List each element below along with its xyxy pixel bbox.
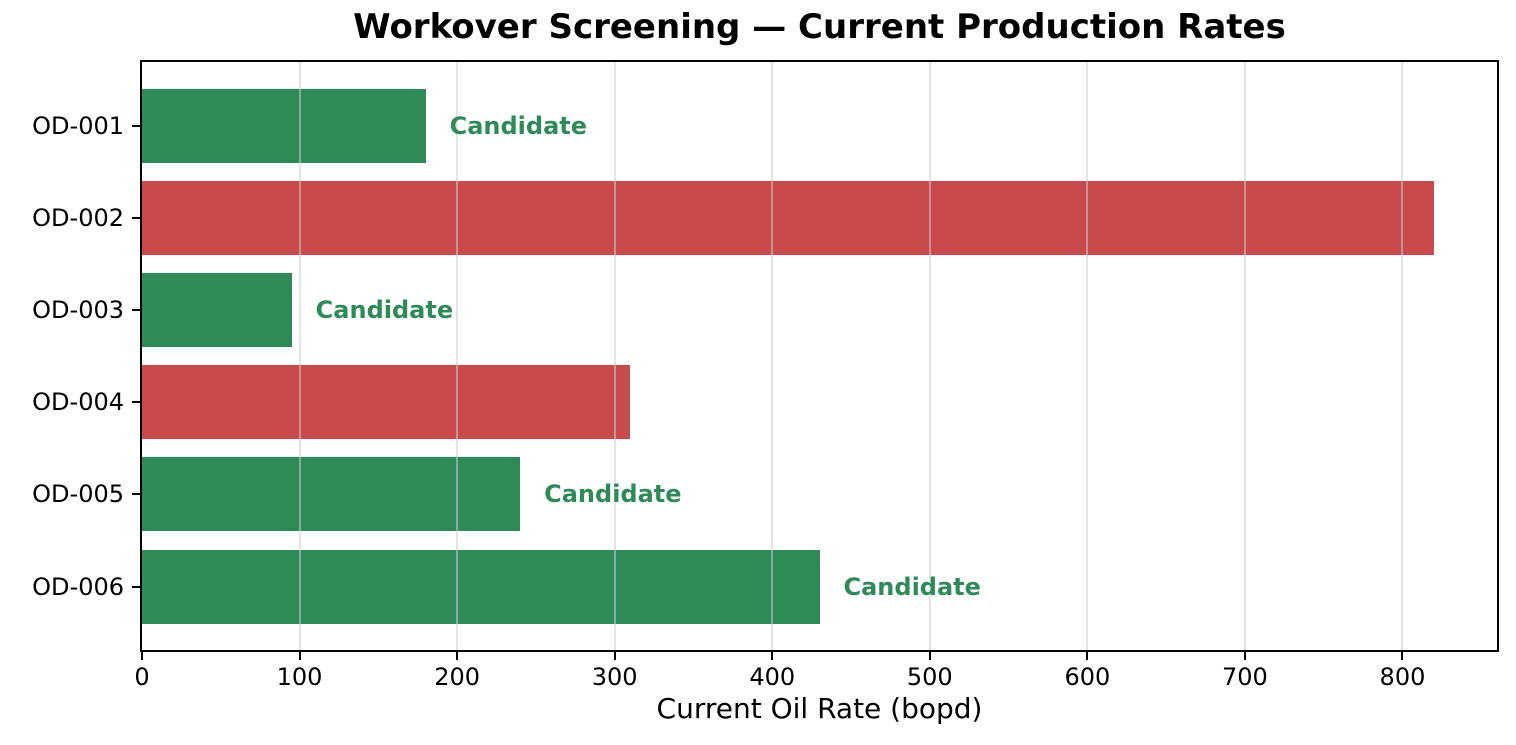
x-tick-label-0: 0 bbox=[134, 663, 150, 691]
gridline bbox=[928, 62, 931, 650]
y-tick-label-od-006: OD-006 bbox=[32, 572, 124, 601]
bar-od-003 bbox=[142, 273, 292, 347]
gridline bbox=[613, 62, 616, 650]
x-tick-label-300: 300 bbox=[591, 663, 638, 691]
y-axis-tick bbox=[132, 309, 140, 311]
y-tick-label-od-004: OD-004 bbox=[32, 388, 124, 417]
bar-od-006 bbox=[142, 549, 820, 624]
x-axis-tick bbox=[1086, 652, 1089, 660]
gridline bbox=[456, 62, 459, 650]
gridline bbox=[771, 62, 774, 650]
chart-title: Workover Screening — Current Production … bbox=[353, 7, 1286, 47]
y-axis-tick bbox=[132, 585, 140, 588]
x-axis-tick bbox=[456, 652, 459, 660]
bar-od-004 bbox=[142, 365, 631, 440]
candidate-annotation: Candidate bbox=[315, 296, 454, 324]
x-tick-label-800: 800 bbox=[1379, 663, 1426, 691]
y-tick-label-od-003: OD-003 bbox=[32, 296, 124, 324]
x-tick-label-500: 500 bbox=[906, 663, 953, 691]
candidate-annotation: Candidate bbox=[449, 111, 588, 140]
bar-od-001 bbox=[142, 88, 426, 163]
x-axis-tick bbox=[928, 652, 931, 660]
x-axis-tick bbox=[298, 652, 301, 660]
x-tick-label-200: 200 bbox=[434, 663, 481, 691]
x-tick-label-600: 600 bbox=[1064, 663, 1111, 691]
x-axis-tick bbox=[141, 652, 143, 660]
bar-row: Candidate bbox=[142, 273, 1497, 347]
bar-row: Candidate bbox=[142, 88, 1497, 163]
gridline bbox=[298, 62, 301, 650]
x-axis-tick bbox=[771, 652, 774, 660]
x-tick-label-100: 100 bbox=[276, 663, 323, 691]
bar-od-005 bbox=[142, 457, 521, 532]
y-tick-label-od-001: OD-001 bbox=[32, 111, 124, 140]
bar-row: Candidate bbox=[142, 457, 1497, 532]
x-axis-tick bbox=[1243, 652, 1246, 660]
bar-row bbox=[142, 365, 1497, 440]
gridline bbox=[1243, 62, 1246, 650]
bar-row bbox=[142, 180, 1497, 255]
y-tick-label-od-005: OD-005 bbox=[32, 480, 124, 509]
y-axis-tick bbox=[132, 216, 140, 219]
x-axis-label: Current Oil Rate (bopd) bbox=[656, 692, 983, 725]
bar-row: Candidate bbox=[142, 549, 1497, 624]
x-axis-tick bbox=[1401, 652, 1404, 660]
y-axis-tick bbox=[132, 493, 140, 496]
gridline bbox=[1401, 62, 1404, 650]
x-tick-label-700: 700 bbox=[1222, 663, 1268, 691]
y-tick-label-od-002: OD-002 bbox=[32, 203, 124, 232]
plot-area: Candidate OD-001 OD-002 Candidate OD-003 OD-0… bbox=[32, 60, 1499, 691]
x-axis-tick bbox=[613, 652, 616, 660]
y-axis-tick bbox=[132, 124, 140, 127]
bar-od-002 bbox=[142, 180, 1434, 255]
candidate-annotation: Candidate bbox=[843, 572, 981, 601]
x-tick-label-400: 400 bbox=[749, 663, 796, 691]
gridline bbox=[1086, 62, 1089, 650]
y-axis-tick bbox=[132, 401, 140, 404]
candidate-annotation: Candidate bbox=[544, 480, 682, 509]
